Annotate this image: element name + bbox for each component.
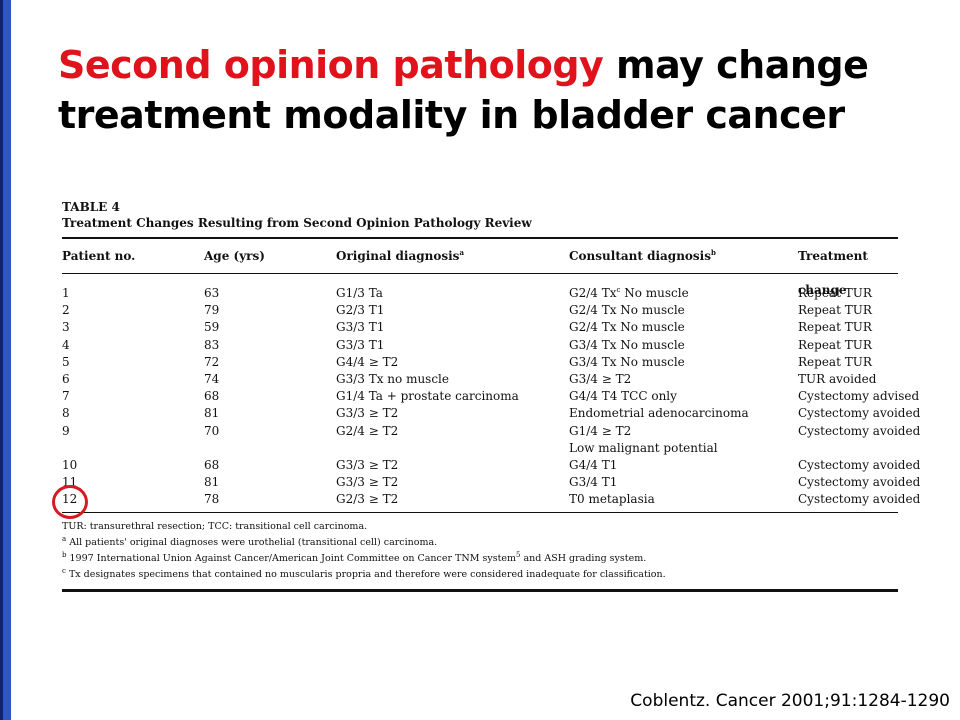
slide-title: Second opinion pathology may change trea… xyxy=(58,40,938,140)
header-rule xyxy=(62,273,898,274)
footnote-a: a All patients' original diagnoses were … xyxy=(62,535,438,549)
table-row: 6 74 G3/3 Tx no muscle G3/4 ≥ T2 TUR avo… xyxy=(62,371,877,386)
table-row: 1 63 G1/3 Ta G2/4 Txc No muscle Repeat T… xyxy=(62,286,872,300)
header-age: Age (yrs) xyxy=(204,249,265,263)
table-row: Low malignant potential xyxy=(569,440,718,455)
table-figure: TABLE 4 Treatment Changes Resulting from… xyxy=(62,200,921,593)
table-row: 11 81 G3/3 ≥ T2 G3/4 T1 Cystectomy avoid… xyxy=(62,475,921,490)
table-row: 9 70 G2/4 ≥ T2 G1/4 ≥ T2 Cystectomy avoi… xyxy=(62,423,921,438)
table-top-rule xyxy=(62,237,898,239)
footnote-b: b 1997 International Union Against Cance… xyxy=(62,551,647,565)
table-row: 5 72 G4/4 ≥ T2 G3/4 Tx No muscle Repeat … xyxy=(62,354,872,369)
table-row: 3 59 G3/3 T1 G2/4 Tx No muscle Repeat TU… xyxy=(62,320,872,335)
table-row: 10 68 G3/3 ≥ T2 G4/4 T1 Cystectomy avoid… xyxy=(62,457,921,472)
title-highlight: Second opinion pathology xyxy=(58,43,604,87)
body-bottom-rule xyxy=(62,512,898,514)
slide-sidebar-bar xyxy=(0,0,11,720)
table-row: 7 68 G1/4 Ta + prostate carcinoma G4/4 T… xyxy=(62,389,920,404)
table-row: 12 78 G2/3 ≥ T2 T0 metaplasia Cystectomy… xyxy=(62,492,921,507)
sidebar-edge-line xyxy=(0,0,3,720)
table-row: 8 81 G3/3 ≥ T2 Endometrial adenocarcinom… xyxy=(62,406,921,421)
header-change: Treatment change xyxy=(798,249,868,297)
table-footnotes: TUR: transurethral resection; TCC: trans… xyxy=(62,519,898,583)
citation: Coblentz. Cancer 2001;91:1284-1290 xyxy=(630,691,950,711)
table-bottom-rule xyxy=(62,589,898,593)
footnote-c: c Tx designates specimens that contained… xyxy=(62,567,666,581)
table-caption: Treatment Changes Resulting from Second … xyxy=(62,216,532,230)
table-row: 4 83 G3/3 T1 G3/4 Tx No muscle Repeat TU… xyxy=(62,337,872,352)
header-patient: Patient no. xyxy=(62,249,136,263)
title-rest: may change treatment modality in bladder… xyxy=(58,43,869,137)
table-label: TABLE 4 xyxy=(62,200,120,214)
table-body: 1 63 G1/3 Ta G2/4 Txc No muscle Repeat T… xyxy=(62,285,921,508)
footnote-abbrev: TUR: transurethral resection; TCC: trans… xyxy=(62,521,368,533)
header-consultant: Consultant diagnosisb xyxy=(569,248,716,263)
table-header-row: Patient no. Age (yrs) Original diagnosis… xyxy=(62,239,898,297)
table-row: 2 79 G2/3 T1 G2/4 Tx No muscle Repeat TU… xyxy=(62,303,872,318)
header-original: Original diagnosisa xyxy=(336,248,464,263)
highlight-circle-annotation xyxy=(52,485,88,519)
